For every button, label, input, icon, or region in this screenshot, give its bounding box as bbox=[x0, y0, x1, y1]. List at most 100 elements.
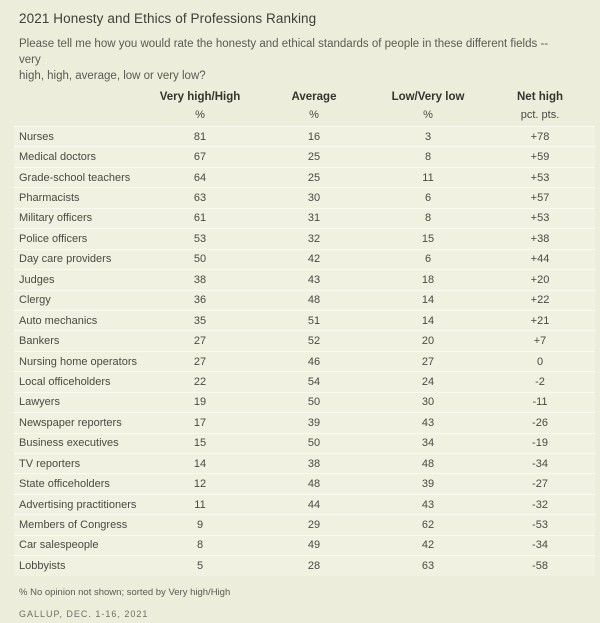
cell-average: 49 bbox=[307, 539, 321, 552]
cell-net-high: -27 bbox=[532, 478, 548, 491]
cell-low: 6 bbox=[424, 253, 432, 266]
cell-very-high: 38 bbox=[193, 273, 207, 286]
cell-low: 34 bbox=[421, 437, 435, 450]
cell-profession: Grade-school teachers bbox=[19, 171, 131, 184]
cell-profession: State officeholders bbox=[19, 478, 110, 491]
cell-low: 15 bbox=[421, 232, 435, 245]
cell-average: 29 bbox=[307, 519, 321, 532]
cell-profession: Auto mechanics bbox=[19, 314, 98, 327]
cell-average: 43 bbox=[307, 273, 321, 286]
cell-very-high: 9 bbox=[196, 519, 204, 532]
cell-net-high: -34 bbox=[532, 539, 548, 552]
cell-average: 32 bbox=[307, 232, 321, 245]
cell-net-high: +22 bbox=[530, 294, 550, 307]
table-units-row: % % % pct. pts. bbox=[14, 109, 595, 126]
cell-profession: Newspaper reporters bbox=[19, 416, 122, 429]
cell-average: 30 bbox=[307, 192, 321, 205]
column-header-net-high: Net high bbox=[517, 91, 563, 103]
cell-net-high: -11 bbox=[532, 396, 548, 409]
cell-very-high: 63 bbox=[193, 192, 207, 205]
cell-net-high: +21 bbox=[530, 314, 550, 327]
cell-very-high: 5 bbox=[196, 559, 204, 572]
cell-low: 43 bbox=[421, 498, 435, 511]
cell-average: 48 bbox=[307, 478, 321, 491]
cell-average: 25 bbox=[307, 151, 321, 164]
table-row: Military officers 61 31 8 +53 bbox=[14, 207, 595, 229]
table-row: Advertising practitioners 11 44 43 -32 bbox=[14, 493, 595, 515]
table-row: Grade-school teachers 64 25 11 +53 bbox=[14, 166, 595, 188]
table-row: Lawyers 19 50 30 -11 bbox=[14, 391, 595, 413]
cell-profession: Clergy bbox=[19, 294, 51, 307]
cell-average: 42 bbox=[307, 253, 321, 266]
cell-low: 48 bbox=[421, 457, 435, 470]
cell-net-high: -19 bbox=[532, 437, 548, 450]
cell-low: 39 bbox=[421, 478, 435, 491]
cell-net-high: -53 bbox=[532, 519, 548, 532]
cell-average: 25 bbox=[307, 171, 321, 184]
cell-average: 39 bbox=[307, 416, 321, 429]
column-header-average: Average bbox=[291, 91, 337, 103]
cell-profession: Judges bbox=[19, 273, 55, 286]
page-title: 2021 Honesty and Ethics of Professions R… bbox=[19, 11, 317, 26]
cell-low: 30 bbox=[421, 396, 435, 409]
cell-very-high: 17 bbox=[193, 416, 207, 429]
cell-average: 16 bbox=[307, 130, 321, 143]
unit-low: % bbox=[423, 109, 433, 121]
cell-average: 50 bbox=[307, 396, 321, 409]
cell-profession: Business executives bbox=[19, 437, 119, 450]
cell-low: 11 bbox=[422, 171, 434, 184]
cell-low: 42 bbox=[421, 539, 435, 552]
cell-very-high: 15 bbox=[193, 437, 207, 450]
cell-profession: Lawyers bbox=[19, 396, 60, 409]
source-line: GALLUP, DEC. 1-16, 2021 bbox=[19, 608, 149, 619]
cell-net-high: -32 bbox=[532, 498, 548, 511]
column-header-very-high: Very high/High bbox=[159, 91, 241, 103]
unit-very-high: % bbox=[195, 109, 205, 121]
cell-profession: TV reporters bbox=[19, 457, 81, 470]
table-header-row: Very high/High Average Low/Very low Net … bbox=[14, 91, 595, 104]
cell-average: 31 bbox=[307, 212, 321, 225]
cell-very-high: 67 bbox=[193, 151, 207, 164]
table-body: Nurses 81 16 3 +78 Medical doctors 67 25… bbox=[14, 126, 595, 576]
cell-profession: Police officers bbox=[19, 232, 88, 245]
cell-profession: Members of Congress bbox=[19, 519, 128, 532]
cell-average: 38 bbox=[307, 457, 321, 470]
cell-average: 50 bbox=[307, 437, 321, 450]
cell-net-high: +53 bbox=[530, 171, 550, 184]
cell-net-high: -34 bbox=[532, 457, 548, 470]
unit-net-high: pct. pts. bbox=[520, 109, 560, 121]
cell-low: 20 bbox=[421, 335, 435, 348]
cell-low: 27 bbox=[421, 355, 435, 368]
cell-low: 43 bbox=[421, 416, 435, 429]
table-row: Car salespeople 8 49 42 -34 bbox=[14, 534, 595, 556]
cell-very-high: 64 bbox=[193, 171, 207, 184]
cell-low: 8 bbox=[424, 151, 432, 164]
table-row: Day care providers 50 42 6 +44 bbox=[14, 248, 595, 270]
cell-net-high: +38 bbox=[530, 232, 550, 245]
cell-very-high: 14 bbox=[193, 457, 207, 470]
cell-very-high: 27 bbox=[193, 355, 207, 368]
survey-question: Please tell me how you would rate the ho… bbox=[19, 38, 549, 82]
cell-very-high: 53 bbox=[193, 232, 207, 245]
cell-profession: Pharmacists bbox=[19, 192, 80, 205]
cell-very-high: 36 bbox=[193, 294, 207, 307]
cell-low: 63 bbox=[421, 559, 435, 572]
footnote: % No opinion not shown; sorted by Very h… bbox=[19, 586, 231, 598]
cell-very-high: 35 bbox=[193, 314, 207, 327]
cell-profession: Nurses bbox=[19, 130, 54, 143]
cell-very-high: 27 bbox=[193, 335, 207, 348]
table-row: Nursing home operators 27 46 27 0 bbox=[14, 350, 595, 372]
unit-average: % bbox=[309, 109, 319, 121]
table-row: Lobbyists 5 28 63 -58 bbox=[14, 555, 595, 576]
cell-profession: Nursing home operators bbox=[19, 355, 138, 368]
cell-profession: Medical doctors bbox=[19, 151, 97, 164]
cell-low: 62 bbox=[421, 519, 435, 532]
table-row: Local officeholders 22 54 24 -2 bbox=[14, 371, 595, 392]
table-row: Auto mechanics 35 51 14 +21 bbox=[14, 309, 595, 331]
cell-low: 18 bbox=[421, 273, 435, 286]
table-row: Members of Congress 9 29 62 -53 bbox=[14, 514, 595, 535]
cell-profession: Bankers bbox=[19, 335, 60, 348]
unit-profession-spacer bbox=[14, 109, 143, 122]
table-row: Nurses 81 16 3 +78 bbox=[14, 126, 595, 147]
cell-average: 48 bbox=[307, 294, 321, 307]
